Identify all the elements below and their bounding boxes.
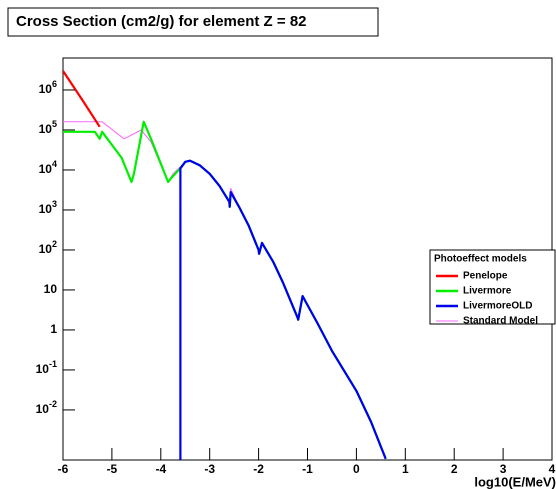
y-tick-label: 103 xyxy=(39,199,57,216)
y-tick-label: 105 xyxy=(39,119,57,136)
x-tick-label: -1 xyxy=(302,462,313,476)
y-tick-label: 106 xyxy=(39,79,57,96)
x-tick-label: -4 xyxy=(155,462,166,476)
chart-title: Cross Section (cm2/g) for element Z = 82 xyxy=(16,13,307,30)
x-tick-label: 2 xyxy=(451,462,458,476)
x-tick-label: -2 xyxy=(253,462,264,476)
x-tick-label: -6 xyxy=(58,462,69,476)
legend-box xyxy=(429,249,556,325)
y-tick-label: 102 xyxy=(39,239,57,256)
x-tick-label: 4 xyxy=(549,462,556,476)
y-tick-label: 10-1 xyxy=(36,359,57,376)
x-tick-label: -3 xyxy=(204,462,215,476)
legend-label: Standard Model xyxy=(463,316,538,327)
series-line xyxy=(179,159,387,460)
x-tick-label: 1 xyxy=(402,462,409,476)
y-tick-label: 104 xyxy=(39,159,57,176)
series-line xyxy=(63,121,387,459)
y-tick-label: 10 xyxy=(44,282,58,296)
y-tick-label: 10-2 xyxy=(36,399,57,416)
legend-label: Livermore xyxy=(463,286,512,297)
x-tick-label: -5 xyxy=(107,462,118,476)
legend-title: Photoeffect models xyxy=(434,254,527,265)
series-line xyxy=(63,120,387,460)
series-line xyxy=(63,70,101,128)
legend-label: LivermoreOLD xyxy=(463,301,532,312)
x-tick-label: 3 xyxy=(500,462,507,476)
plot-area xyxy=(63,70,387,460)
title-box xyxy=(7,7,379,37)
y-tick-label: 1 xyxy=(50,322,57,336)
x-tick-label: 0 xyxy=(353,462,360,476)
x-axis-label: log10(E/MeV) xyxy=(474,474,556,489)
legend-label: Penelope xyxy=(463,271,508,282)
